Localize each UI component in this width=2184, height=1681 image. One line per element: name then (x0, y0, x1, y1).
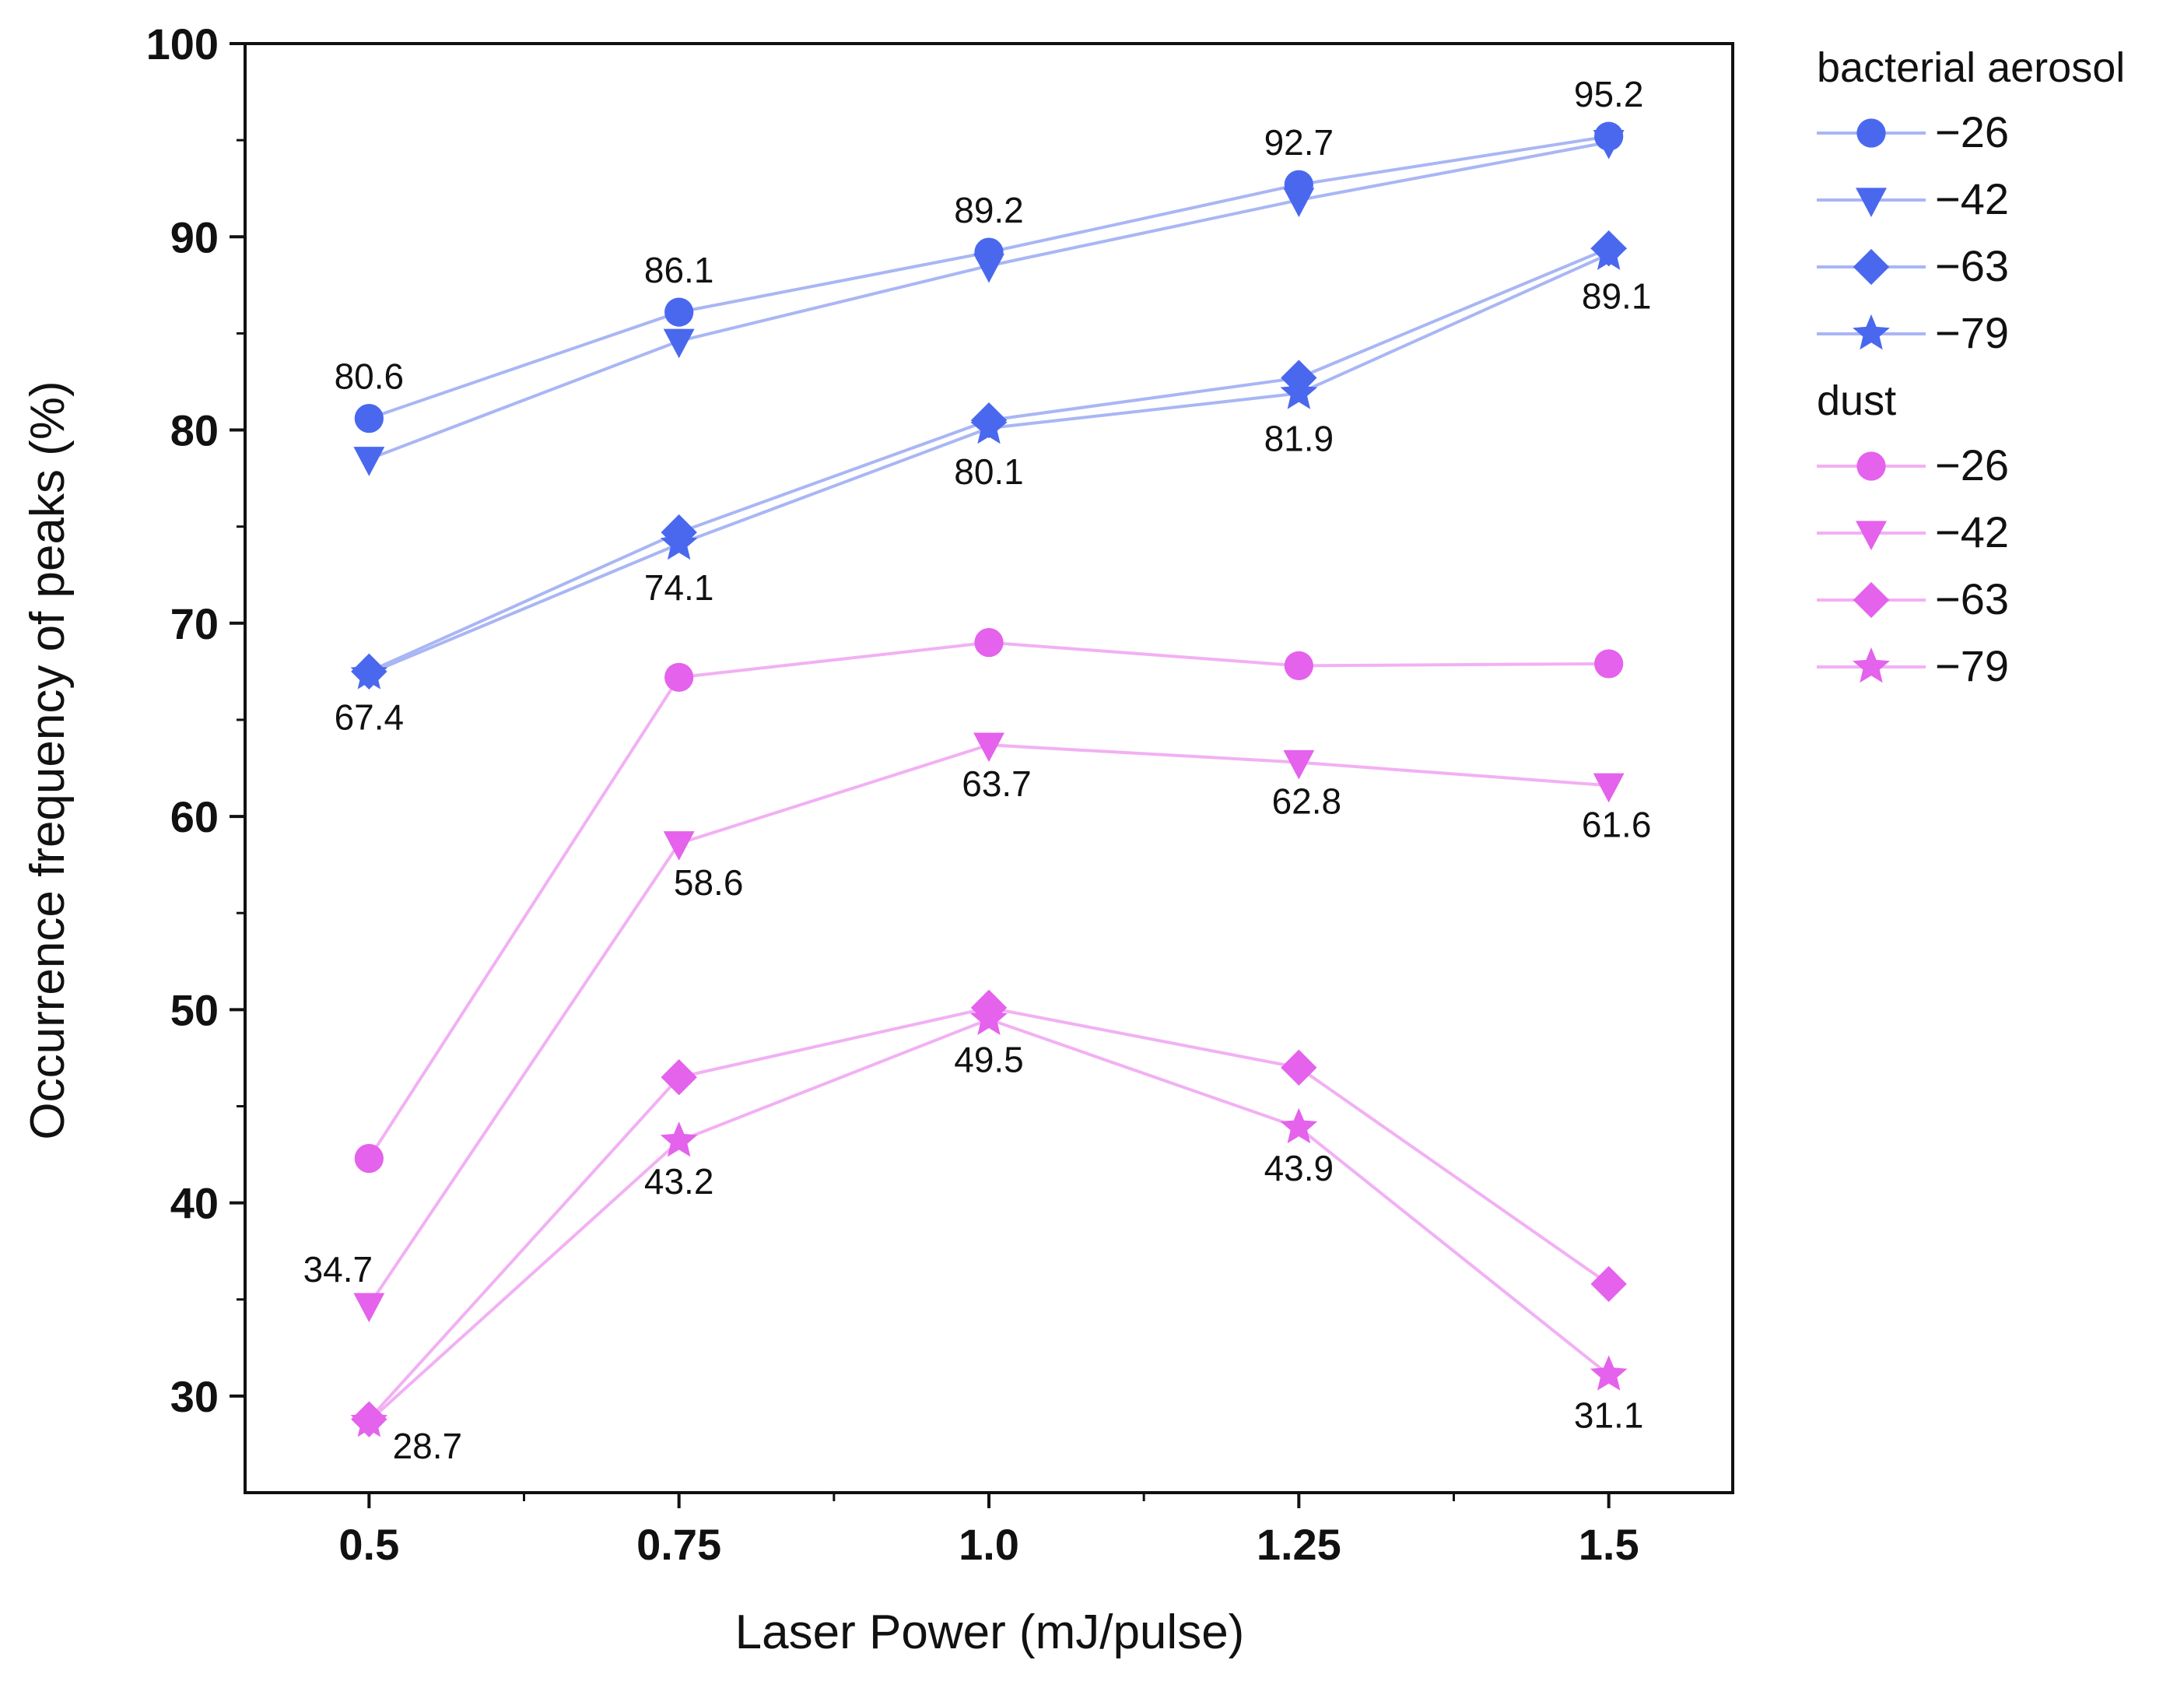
data-point (1283, 188, 1315, 218)
data-point (1590, 1265, 1627, 1303)
data-point (1593, 773, 1625, 803)
legend-label: −63 (1935, 241, 2009, 290)
data-point (970, 999, 1008, 1035)
y-tick-label: 60 (170, 792, 219, 841)
legend-label: −42 (1935, 507, 2009, 556)
legend-label: −26 (1935, 440, 2009, 490)
data-label: 89.1 (1582, 276, 1652, 317)
data-point (1283, 749, 1315, 780)
legend-group-title: bacterial aerosol (1817, 44, 2125, 91)
y-axis-title: Occurrence frequency of peaks (%) (21, 381, 75, 1139)
data-point (970, 409, 1008, 444)
x-tick-label: 1.25 (1257, 1520, 1341, 1569)
x-tick-label: 0.5 (338, 1520, 399, 1569)
data-label: 43.2 (644, 1161, 714, 1202)
y-tick-label: 50 (170, 985, 219, 1034)
data-point (354, 1143, 384, 1174)
data-label: 43.9 (1264, 1148, 1334, 1188)
data-label: 28.7 (393, 1426, 463, 1466)
series-markers (350, 121, 1628, 1437)
data-point (663, 831, 695, 861)
legend-marker (1856, 188, 1887, 217)
y-tick-label: 40 (170, 1179, 219, 1228)
data-point (1594, 649, 1624, 679)
x-tick-label: 1.0 (959, 1520, 1019, 1569)
y-tick-label: 70 (170, 599, 219, 648)
legend-label: −79 (1935, 641, 2009, 690)
data-labels: 80.6 86.1 89.2 92.7 95.2 67.4 74.1 80.1 81.9 89.1… (303, 74, 1652, 1466)
data-point (1590, 234, 1628, 270)
data-label: 67.4 (335, 697, 405, 737)
data-point (350, 1402, 388, 1437)
data-point (1590, 1355, 1628, 1391)
data-point (663, 328, 695, 359)
y-tick-label: 80 (170, 406, 219, 455)
data-label: 95.2 (1574, 74, 1644, 114)
x-axis-title: Laser Power (mJ/pulse) (735, 1606, 1245, 1659)
data-point (661, 1059, 697, 1096)
legend-marker (1856, 118, 1886, 148)
legend-marker (1853, 647, 1890, 683)
data-point (660, 524, 698, 560)
data-point (973, 253, 1004, 283)
data-label: 31.1 (1574, 1395, 1644, 1436)
data-point (1280, 374, 1318, 409)
data-point (664, 662, 694, 692)
data-label: 81.9 (1264, 418, 1334, 458)
data-point (353, 447, 385, 476)
legend: bacterial aerosol −26 −42 −63 −79 dust −26 −42 −… (1817, 44, 2125, 690)
data-point (660, 1121, 698, 1157)
data-label: 49.5 (954, 1040, 1024, 1080)
data-label: 61.6 (1582, 804, 1652, 844)
legend-marker (1856, 521, 1887, 550)
data-point (1281, 1049, 1317, 1086)
legend-group-title: dust (1817, 377, 1896, 424)
data-point (973, 732, 1004, 763)
data-label: 86.1 (644, 250, 714, 290)
data-label: 34.7 (303, 1249, 373, 1290)
data-label: 92.7 (1264, 122, 1334, 163)
data-label: 80.1 (954, 451, 1024, 492)
data-point (354, 404, 384, 433)
y-tick-label: 30 (170, 1372, 219, 1421)
data-point (353, 1293, 385, 1323)
legend-marker (1853, 248, 1890, 286)
legend-label: −79 (1935, 308, 2009, 357)
data-label: 63.7 (962, 763, 1032, 804)
legend-label: −63 (1935, 574, 2009, 623)
data-point (664, 297, 694, 327)
data-label: 89.2 (954, 190, 1024, 230)
series-line (367, 640, 1609, 1160)
data-point (1280, 1107, 1318, 1144)
x-tick-label: 0.75 (636, 1520, 721, 1569)
data-point (350, 654, 388, 690)
legend-marker (1856, 451, 1886, 481)
data-label: 58.6 (674, 862, 744, 903)
data-point (974, 628, 1004, 658)
legend-marker (1853, 314, 1890, 350)
y-tick-label: 90 (170, 212, 219, 261)
data-point (1593, 129, 1625, 160)
data-label: 74.1 (644, 567, 714, 608)
legend-label: −42 (1935, 174, 2009, 223)
x-tick-label: 1.5 (1579, 1520, 1639, 1569)
data-point (1284, 651, 1313, 681)
data-label: 80.6 (335, 356, 405, 397)
y-tick-label: 100 (146, 19, 219, 68)
legend-marker (1853, 581, 1890, 619)
data-label: 62.8 (1272, 781, 1342, 822)
axes: 0.5 0.75 1.0 1.25 1.5 30 40 50 60 70 80 90 100 (146, 19, 1734, 1569)
legend-label: −26 (1935, 107, 2009, 156)
